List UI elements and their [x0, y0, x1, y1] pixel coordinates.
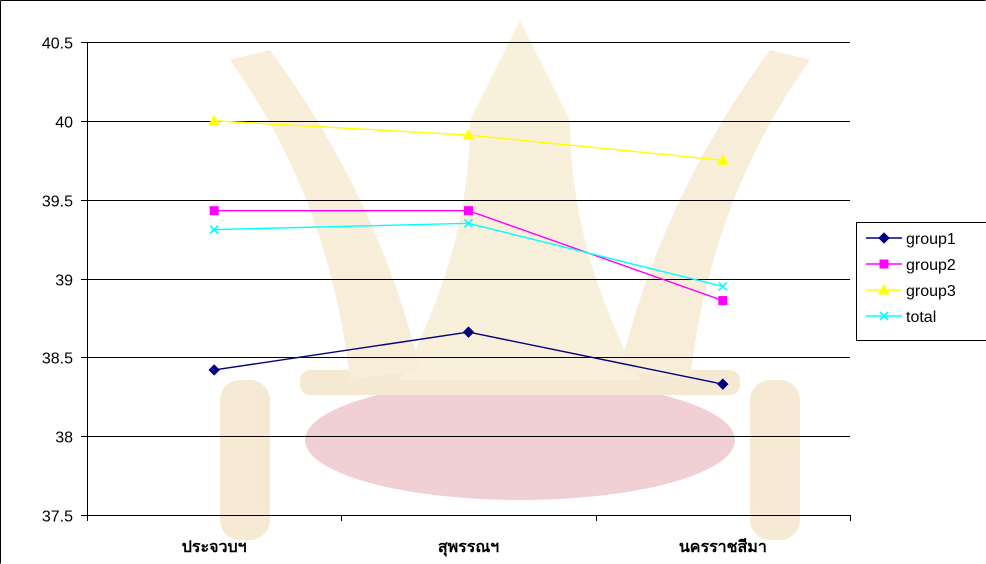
- legend-marker-group1: [878, 232, 890, 244]
- data-point-group2: [464, 206, 473, 216]
- legend-marker-group3: [878, 283, 890, 295]
- legend-marker-total: [879, 311, 889, 321]
- data-point-group2: [209, 206, 219, 216]
- legend-box: [856, 222, 986, 341]
- x-tick-label: ประจวบฯ: [182, 539, 247, 556]
- data-point-group1: [462, 326, 475, 338]
- y-tick-label: 40.5: [42, 36, 73, 53]
- legend-label-group1: group1: [906, 231, 956, 248]
- data-point-group1: [717, 378, 729, 390]
- legend-marker-total-stroke-b: [879, 311, 889, 321]
- data-point-total: [718, 281, 728, 291]
- y-tick-label: 39.5: [42, 194, 73, 211]
- axes: [81, 42, 851, 521]
- series-markers: [208, 114, 729, 390]
- data-point-group2: [718, 296, 728, 306]
- legend-label-group2: group2: [906, 257, 956, 274]
- y-tick-label: 38: [55, 430, 73, 447]
- legend-label-total: total: [906, 309, 936, 326]
- legend-label-group3: group3: [906, 283, 956, 300]
- y-tick-label: 39: [55, 273, 73, 290]
- data-point-group3: [208, 114, 221, 126]
- data-point-total: [463, 218, 474, 228]
- y-tick-label: 40: [55, 115, 73, 132]
- data-point-total-stroke-b: [463, 218, 474, 228]
- y-tick-label: 38.5: [42, 351, 73, 368]
- data-point-total: [209, 225, 219, 235]
- data-point-group3: [716, 154, 729, 165]
- data-point-total-stroke-b: [718, 281, 728, 291]
- x-tick-labels: ประจวบฯ สุพรรณฯ นครราชสีมา: [182, 537, 767, 557]
- legend-marker-group2: [879, 259, 889, 269]
- x-tick-label: นครราชสีมา: [679, 537, 767, 556]
- legend: group1 group2 group3 total: [856, 222, 986, 341]
- data-point-total-stroke-b: [209, 225, 219, 235]
- data-point-group1: [208, 364, 220, 376]
- x-tick-label: สุพรรณฯ: [438, 539, 499, 557]
- y-tick-labels: 37.5 38 38.5 39 39.5 40 40.5: [42, 36, 73, 526]
- data-point-group3: [462, 128, 475, 140]
- gridlines: [87, 42, 850, 437]
- y-tick-label: 37.5: [42, 509, 73, 526]
